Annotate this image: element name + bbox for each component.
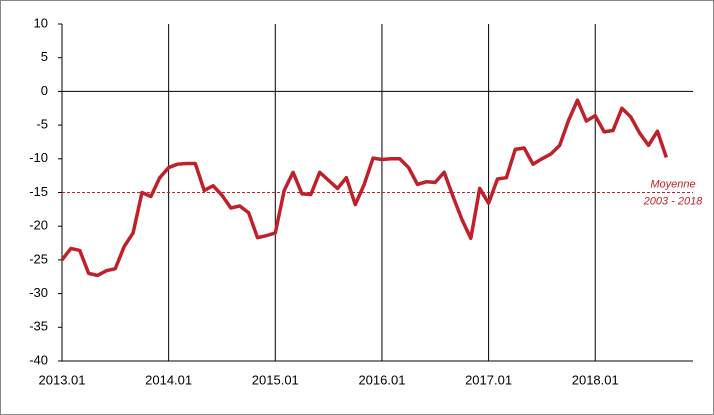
y-tick-label: -30 [29,285,48,300]
x-tick-label: 2018.01 [572,372,619,387]
y-tick-label: -5 [36,117,48,132]
x-tick-label: 2016.01 [358,372,405,387]
y-tick-label: -10 [29,150,48,165]
x-tick-label: 2013.01 [39,372,86,387]
line [60,98,668,278]
x-tick-label: 2014.01 [145,372,192,387]
y-tick-label: -25 [29,251,48,266]
annotation: Moyenne [650,178,695,190]
y-tick-label: 0 [41,83,48,98]
y-tick-label: 10 [34,15,48,30]
y-tick-label: -15 [29,184,48,199]
annotation: 2003 - 2018 [643,195,704,207]
x-tick-label: 2017.01 [465,372,512,387]
y-tick-label: -40 [29,352,48,367]
x-tick-label: 2015.01 [252,372,299,387]
y-tick-label: -20 [29,218,48,233]
y-tick-label: 5 [41,49,48,64]
y-tick-label: -35 [29,319,48,334]
